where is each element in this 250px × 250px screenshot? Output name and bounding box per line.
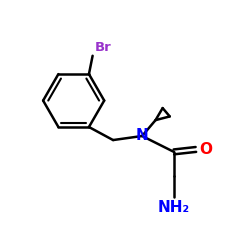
Text: Br: Br bbox=[94, 41, 111, 54]
Text: O: O bbox=[200, 142, 212, 157]
Text: NH₂: NH₂ bbox=[158, 200, 190, 215]
Text: N: N bbox=[136, 128, 148, 144]
